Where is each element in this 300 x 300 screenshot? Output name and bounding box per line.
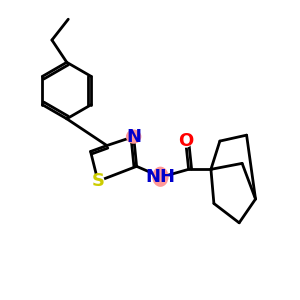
Text: N: N	[126, 128, 141, 146]
Circle shape	[180, 135, 192, 147]
Ellipse shape	[152, 167, 169, 187]
Circle shape	[92, 175, 104, 187]
Text: O: O	[178, 132, 193, 150]
Ellipse shape	[126, 130, 141, 144]
Text: NH: NH	[146, 168, 176, 186]
Text: S: S	[92, 172, 104, 190]
